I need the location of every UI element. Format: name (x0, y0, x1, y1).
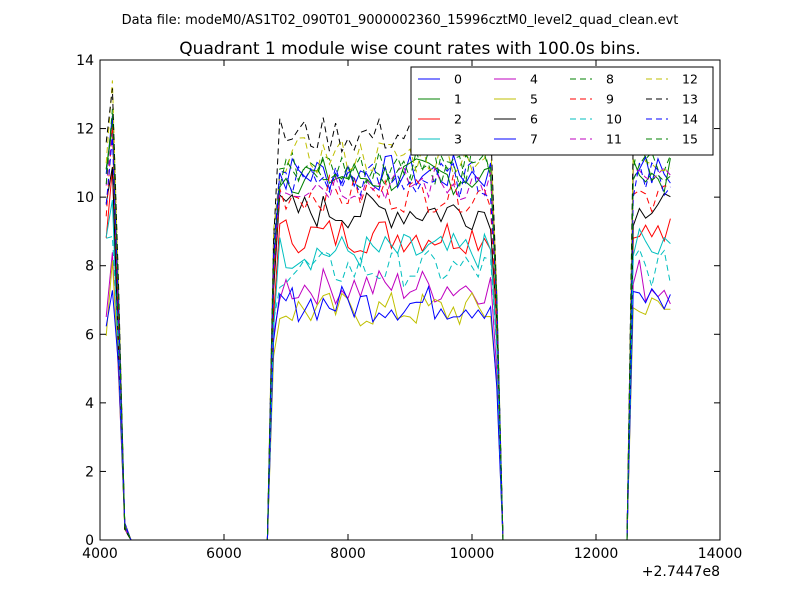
x-tick-label: 6000 (206, 546, 242, 562)
y-tick-label: 0 (85, 533, 94, 549)
y-tick-label: 10 (76, 190, 94, 206)
x-tick-label: 4000 (82, 546, 118, 562)
legend-label-13: 13 (682, 92, 698, 107)
legend-label-8: 8 (606, 72, 614, 87)
x-tick-label: 12000 (574, 546, 619, 562)
x-tick-label: 10000 (450, 546, 495, 562)
y-tick-label: 2 (85, 464, 94, 480)
chart-suptitle: Data file: modeM0/AS1T02_090T01_90000023… (122, 13, 679, 28)
legend-label-11: 11 (606, 132, 622, 147)
legend-label-1: 1 (454, 92, 462, 107)
legend-label-9: 9 (606, 92, 614, 107)
legend-label-3: 3 (454, 132, 462, 147)
legend-label-2: 2 (454, 112, 462, 127)
y-tick-label: 8 (85, 259, 94, 275)
x-axis-offset-label: +2.7447e8 (642, 564, 720, 580)
legend-label-5: 5 (530, 92, 538, 107)
y-tick-label: 14 (76, 53, 94, 69)
series-line-15 (105, 108, 671, 541)
x-axis: 4000 6000 8000 10000 12000 14000 (82, 60, 742, 562)
legend-label-10: 10 (606, 112, 622, 127)
y-tick-label: 4 (85, 396, 94, 412)
series-line-10 (106, 235, 671, 541)
y-tick-label: 6 (85, 327, 94, 343)
legend-box (410, 66, 714, 156)
x-tick-label: 14000 (698, 546, 743, 562)
legend-label-4: 4 (530, 72, 538, 87)
legend-label-0: 0 (454, 72, 462, 87)
series-line-7 (105, 284, 671, 541)
legend-label-6: 6 (530, 112, 538, 127)
series-layer (105, 80, 671, 541)
legend-label-15: 15 (682, 132, 698, 147)
legend-label-7: 7 (530, 132, 538, 147)
axes-frame (99, 59, 721, 541)
legend-label-14: 14 (682, 112, 698, 127)
y-tick-label: 12 (76, 122, 94, 138)
x-tick-label: 8000 (330, 546, 366, 562)
chart-title: Quadrant 1 module wise count rates with … (179, 39, 640, 59)
legend-label-12: 12 (682, 72, 698, 87)
